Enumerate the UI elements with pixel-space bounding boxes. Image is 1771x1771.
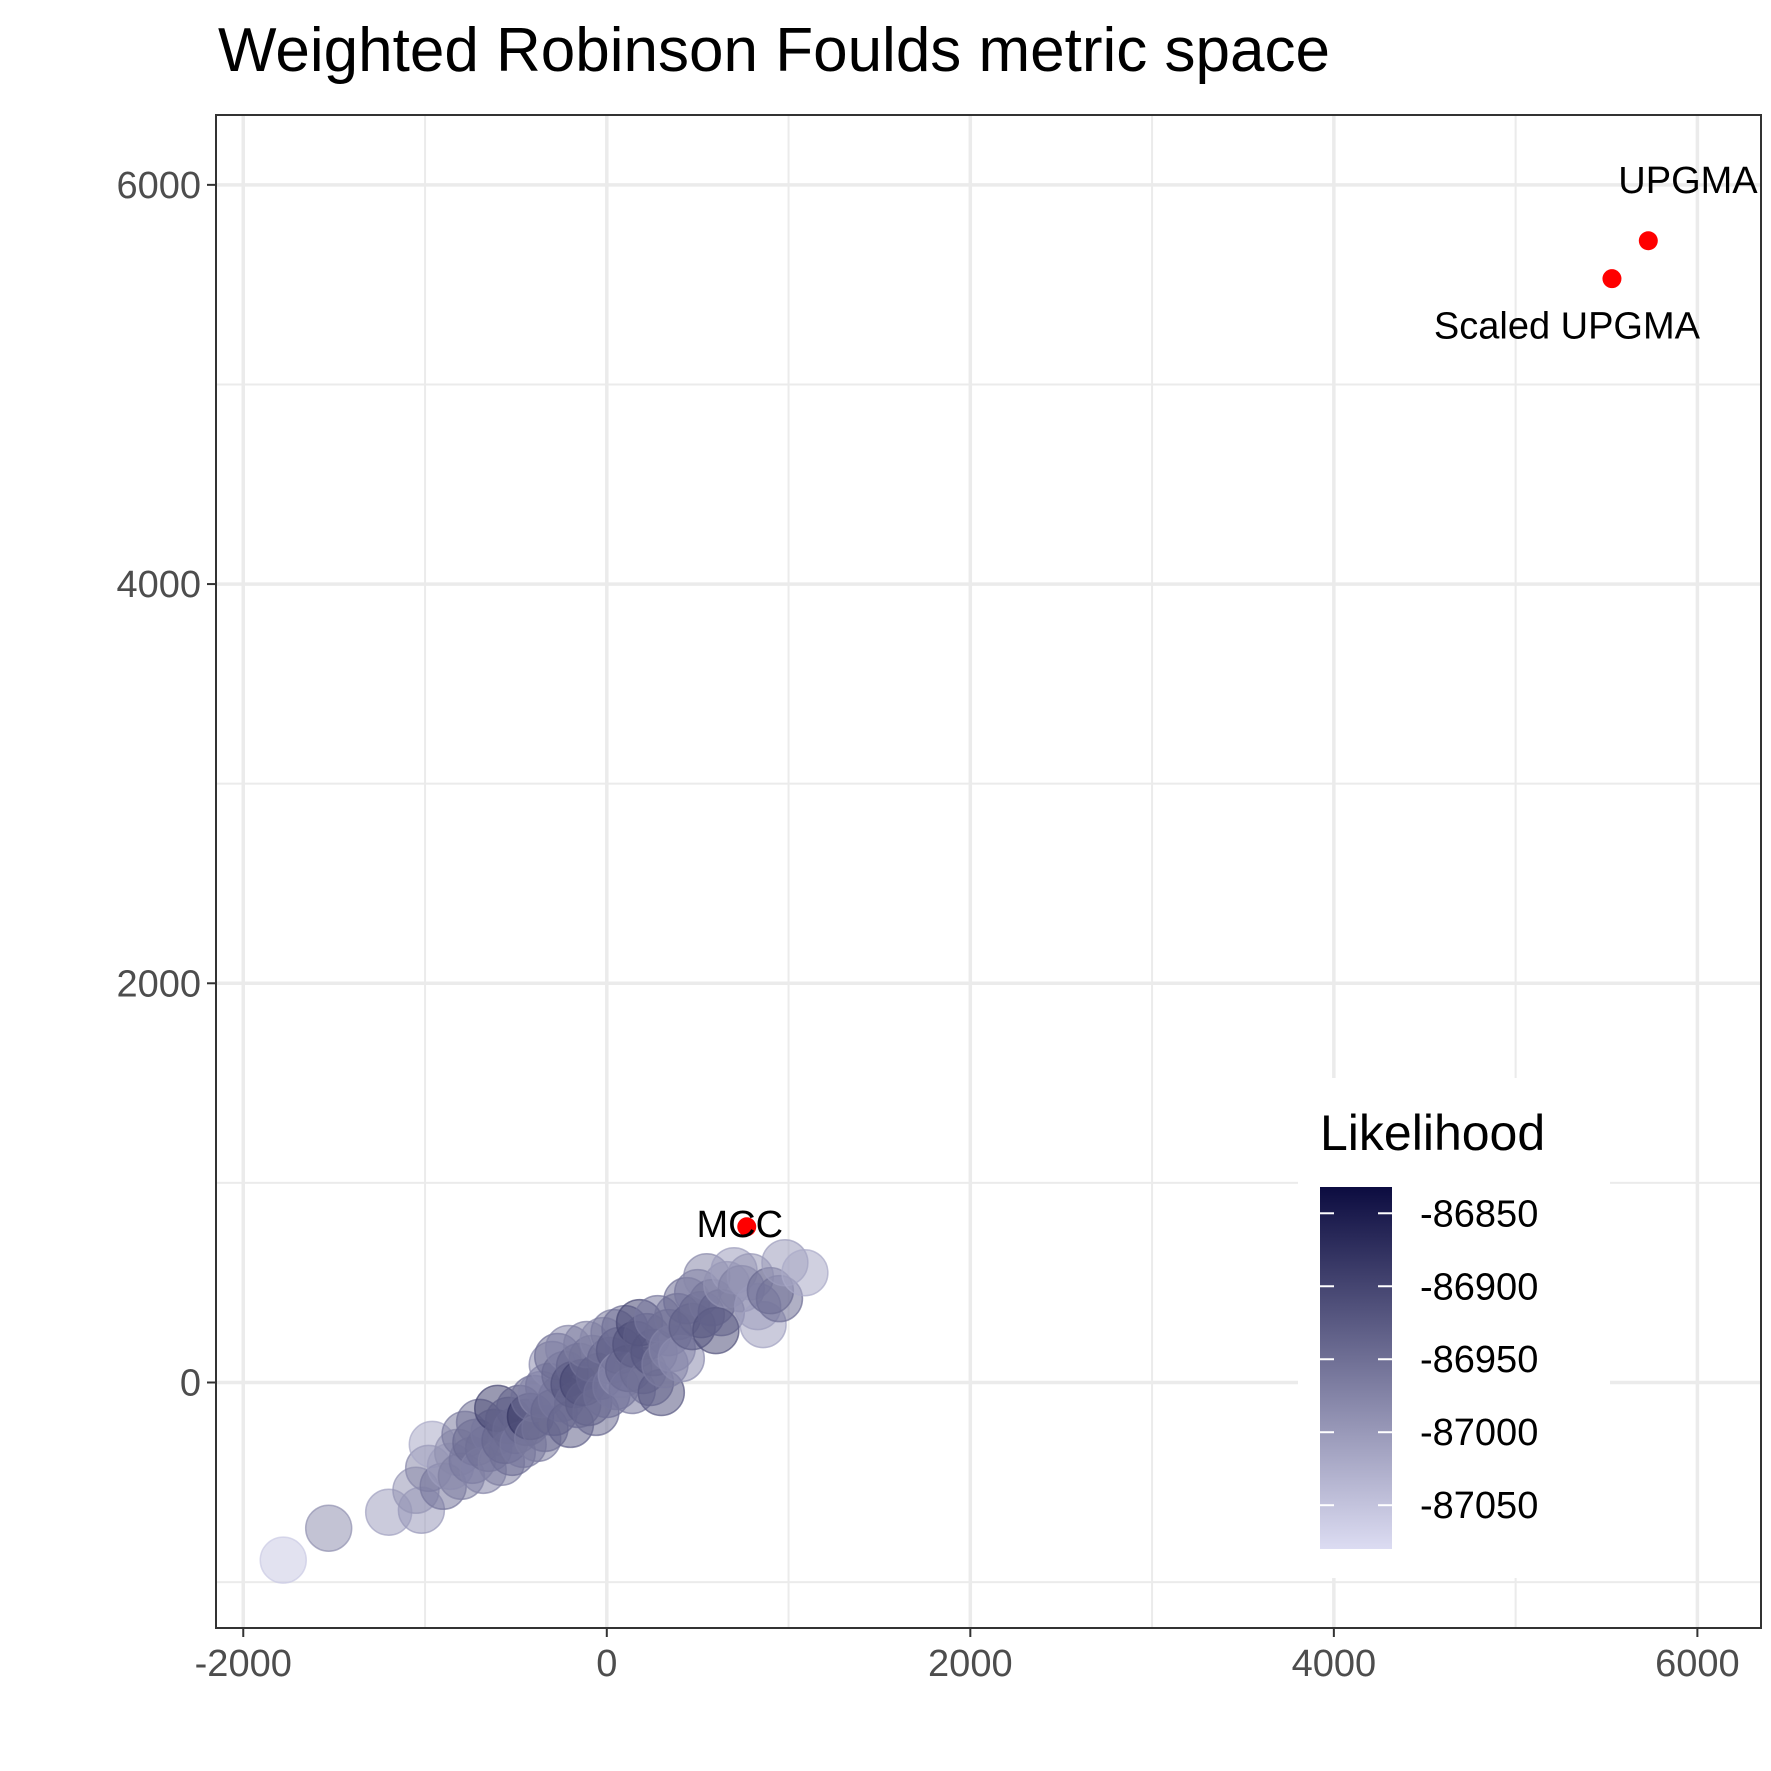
- y-axis: 0 2000 4000 6000: [116, 165, 216, 1404]
- legend-tick-label: -87000: [1420, 1412, 1538, 1454]
- highlighted-points: UPGMA Scaled UPGMA MCC: [696, 160, 1758, 1246]
- x-tick-label: 4000: [1292, 1643, 1377, 1685]
- highlight-point-label: Scaled UPGMA: [1434, 306, 1701, 348]
- legend-colorbar: [1320, 1187, 1392, 1549]
- x-axis: -2000 0 2000 4000 6000: [195, 1628, 1740, 1685]
- scatter-point: [781, 1248, 829, 1297]
- x-tick-label: -2000: [195, 1643, 292, 1685]
- y-tick-label: 0: [180, 1362, 201, 1404]
- legend: Likelihood -86850 -86900 -86950 -87000 -8705…: [1298, 1078, 1610, 1578]
- grid-minor-lines: [216, 115, 1761, 1628]
- chart-title: Weighted Robinson Foulds metric space: [218, 16, 1330, 85]
- scatter-point: [304, 1504, 353, 1552]
- legend-title: Likelihood: [1320, 1105, 1545, 1161]
- highlight-point-label: UPGMA: [1618, 160, 1758, 202]
- highlight-point: [1638, 231, 1658, 251]
- legend-tick-label: -86850: [1420, 1193, 1538, 1235]
- plot-panel-border: [215, 114, 1762, 1629]
- y-tick-label: 6000: [116, 165, 201, 207]
- data-points: [259, 1238, 829, 1584]
- highlight-point: [1602, 269, 1622, 289]
- legend-tick-label: -87050: [1420, 1485, 1538, 1527]
- highlight-point-label: MCC: [696, 1204, 783, 1246]
- scatter-point: [259, 1536, 308, 1584]
- legend-tick-label: -86900: [1420, 1266, 1538, 1308]
- legend-tick-label: -86950: [1420, 1339, 1538, 1381]
- x-tick-label: 2000: [928, 1643, 1013, 1685]
- y-tick-label: 4000: [116, 564, 201, 606]
- highlight-point: [737, 1217, 757, 1237]
- y-tick-label: 2000: [116, 963, 201, 1005]
- x-tick-label: 6000: [1655, 1643, 1740, 1685]
- legend-ticks: -86850 -86900 -86950 -87000 -87050: [1320, 1193, 1538, 1527]
- x-tick-label: 0: [596, 1643, 617, 1685]
